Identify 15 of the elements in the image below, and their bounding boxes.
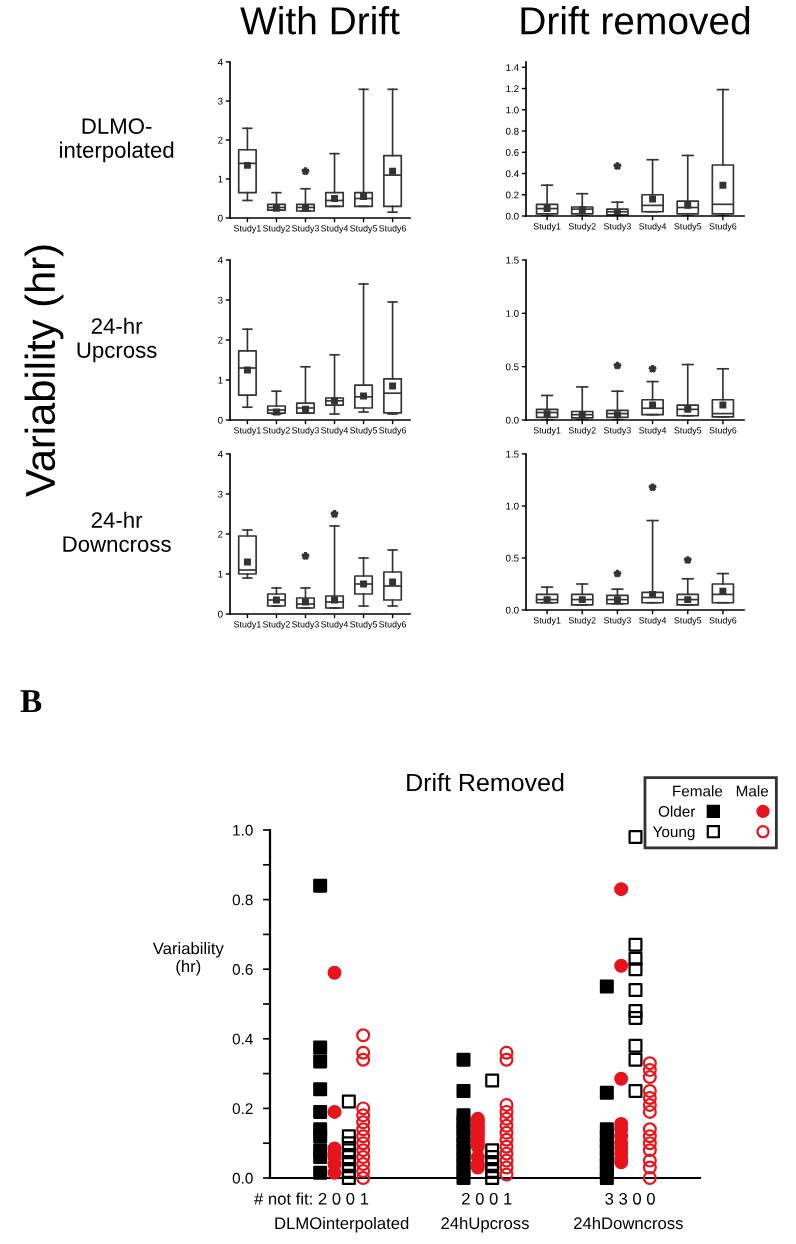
chart-title: Drift removed [521,6,750,35]
text: B [20,690,42,713]
y-axis-title: DLMO- interpolated [60,118,174,163]
y-axis-title: Variability (hr) [152,942,224,976]
x-tick-label: 24hDowncross [574,1216,683,1230]
x-tick-label: 24hUpcross [441,1216,529,1233]
chart-title: With Drift [240,6,400,35]
x-tick-label: DLMOinterpolated [275,1216,409,1233]
text: 3 3 0 0 [605,1192,655,1205]
y-axis-title: 24-hr Downcross [63,511,171,552]
text: # not fit: 2 0 0 1 [254,1192,369,1205]
chart-title: Drift Removed [407,772,564,792]
y-axis-title: 24-hr Upcross [77,317,157,363]
text: 2 0 0 1 [462,1192,512,1205]
text: Variability (hr) [24,245,64,497]
